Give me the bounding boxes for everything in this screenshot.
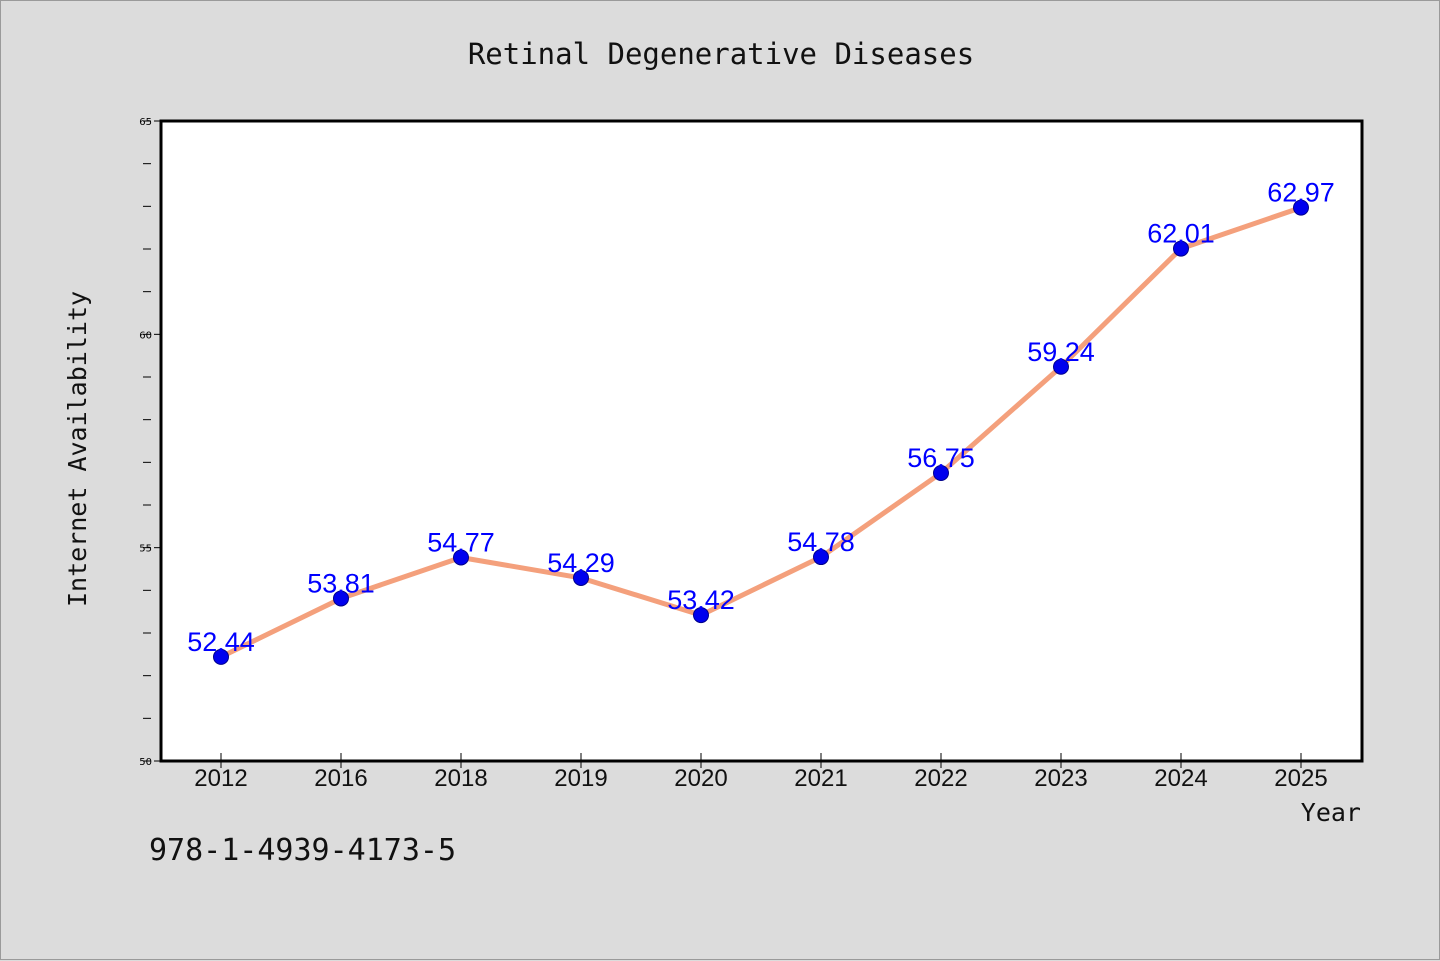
y-axis-label: Internet Availability — [63, 291, 92, 607]
x-tick-label: 2022 — [914, 765, 967, 792]
y-tick-label: 50 — [139, 757, 152, 768]
x-tick-label: 2020 — [674, 765, 727, 792]
x-tick-label: 2023 — [1034, 765, 1087, 792]
data-label: 54.77 — [427, 527, 495, 557]
series-line-group: 52.44 53.81 54.77 54.29 53.42 54.78 56.75 59.24… — [187, 178, 1335, 665]
x-tick-label: 2025 — [1274, 765, 1327, 792]
data-point — [933, 465, 949, 481]
plot-area — [159, 119, 1364, 763]
isbn-code: 978-1-4939-4173-5 — [149, 833, 457, 868]
data-label: 53.81 — [307, 568, 375, 598]
y-axis: 50 55 60 65 — [139, 117, 161, 768]
data-label: 54.78 — [787, 527, 855, 557]
x-axis-label: Year — [1301, 798, 1361, 827]
series-line — [218, 205, 1304, 660]
x-tick-label: 2021 — [794, 765, 847, 792]
data-label: 56.75 — [907, 443, 975, 473]
data-label: 53.42 — [667, 585, 735, 615]
data-point — [573, 569, 589, 586]
data-point — [453, 549, 469, 566]
chart-title: Retinal Degenerative Diseases — [468, 37, 974, 71]
x-tick-label: 2012 — [194, 765, 247, 792]
data-point — [333, 590, 349, 607]
y-tick-label: 55 — [139, 544, 152, 555]
data-point — [813, 549, 829, 566]
x-tick-label: 2018 — [434, 765, 487, 792]
data-point — [1293, 199, 1309, 216]
y-tick-label: 65 — [139, 117, 152, 128]
data-label: 54.29 — [547, 548, 615, 578]
data-point — [1053, 358, 1069, 375]
x-axis: 2012 2016 2018 2019 2020 2021 2022 2023 2024 2025 — [194, 753, 1328, 792]
x-tick-label: 2019 — [554, 765, 607, 792]
data-point — [693, 607, 709, 624]
data-label: 59.24 — [1027, 337, 1095, 367]
data-point — [213, 648, 229, 665]
x-tick-label: 2024 — [1154, 765, 1207, 792]
data-point — [1173, 240, 1189, 257]
y-tick-label: 60 — [139, 330, 152, 341]
data-label: 62.97 — [1267, 178, 1335, 208]
x-tick-label: 2016 — [314, 765, 367, 792]
data-label: 52.44 — [187, 627, 255, 657]
data-label: 62.01 — [1147, 219, 1215, 249]
